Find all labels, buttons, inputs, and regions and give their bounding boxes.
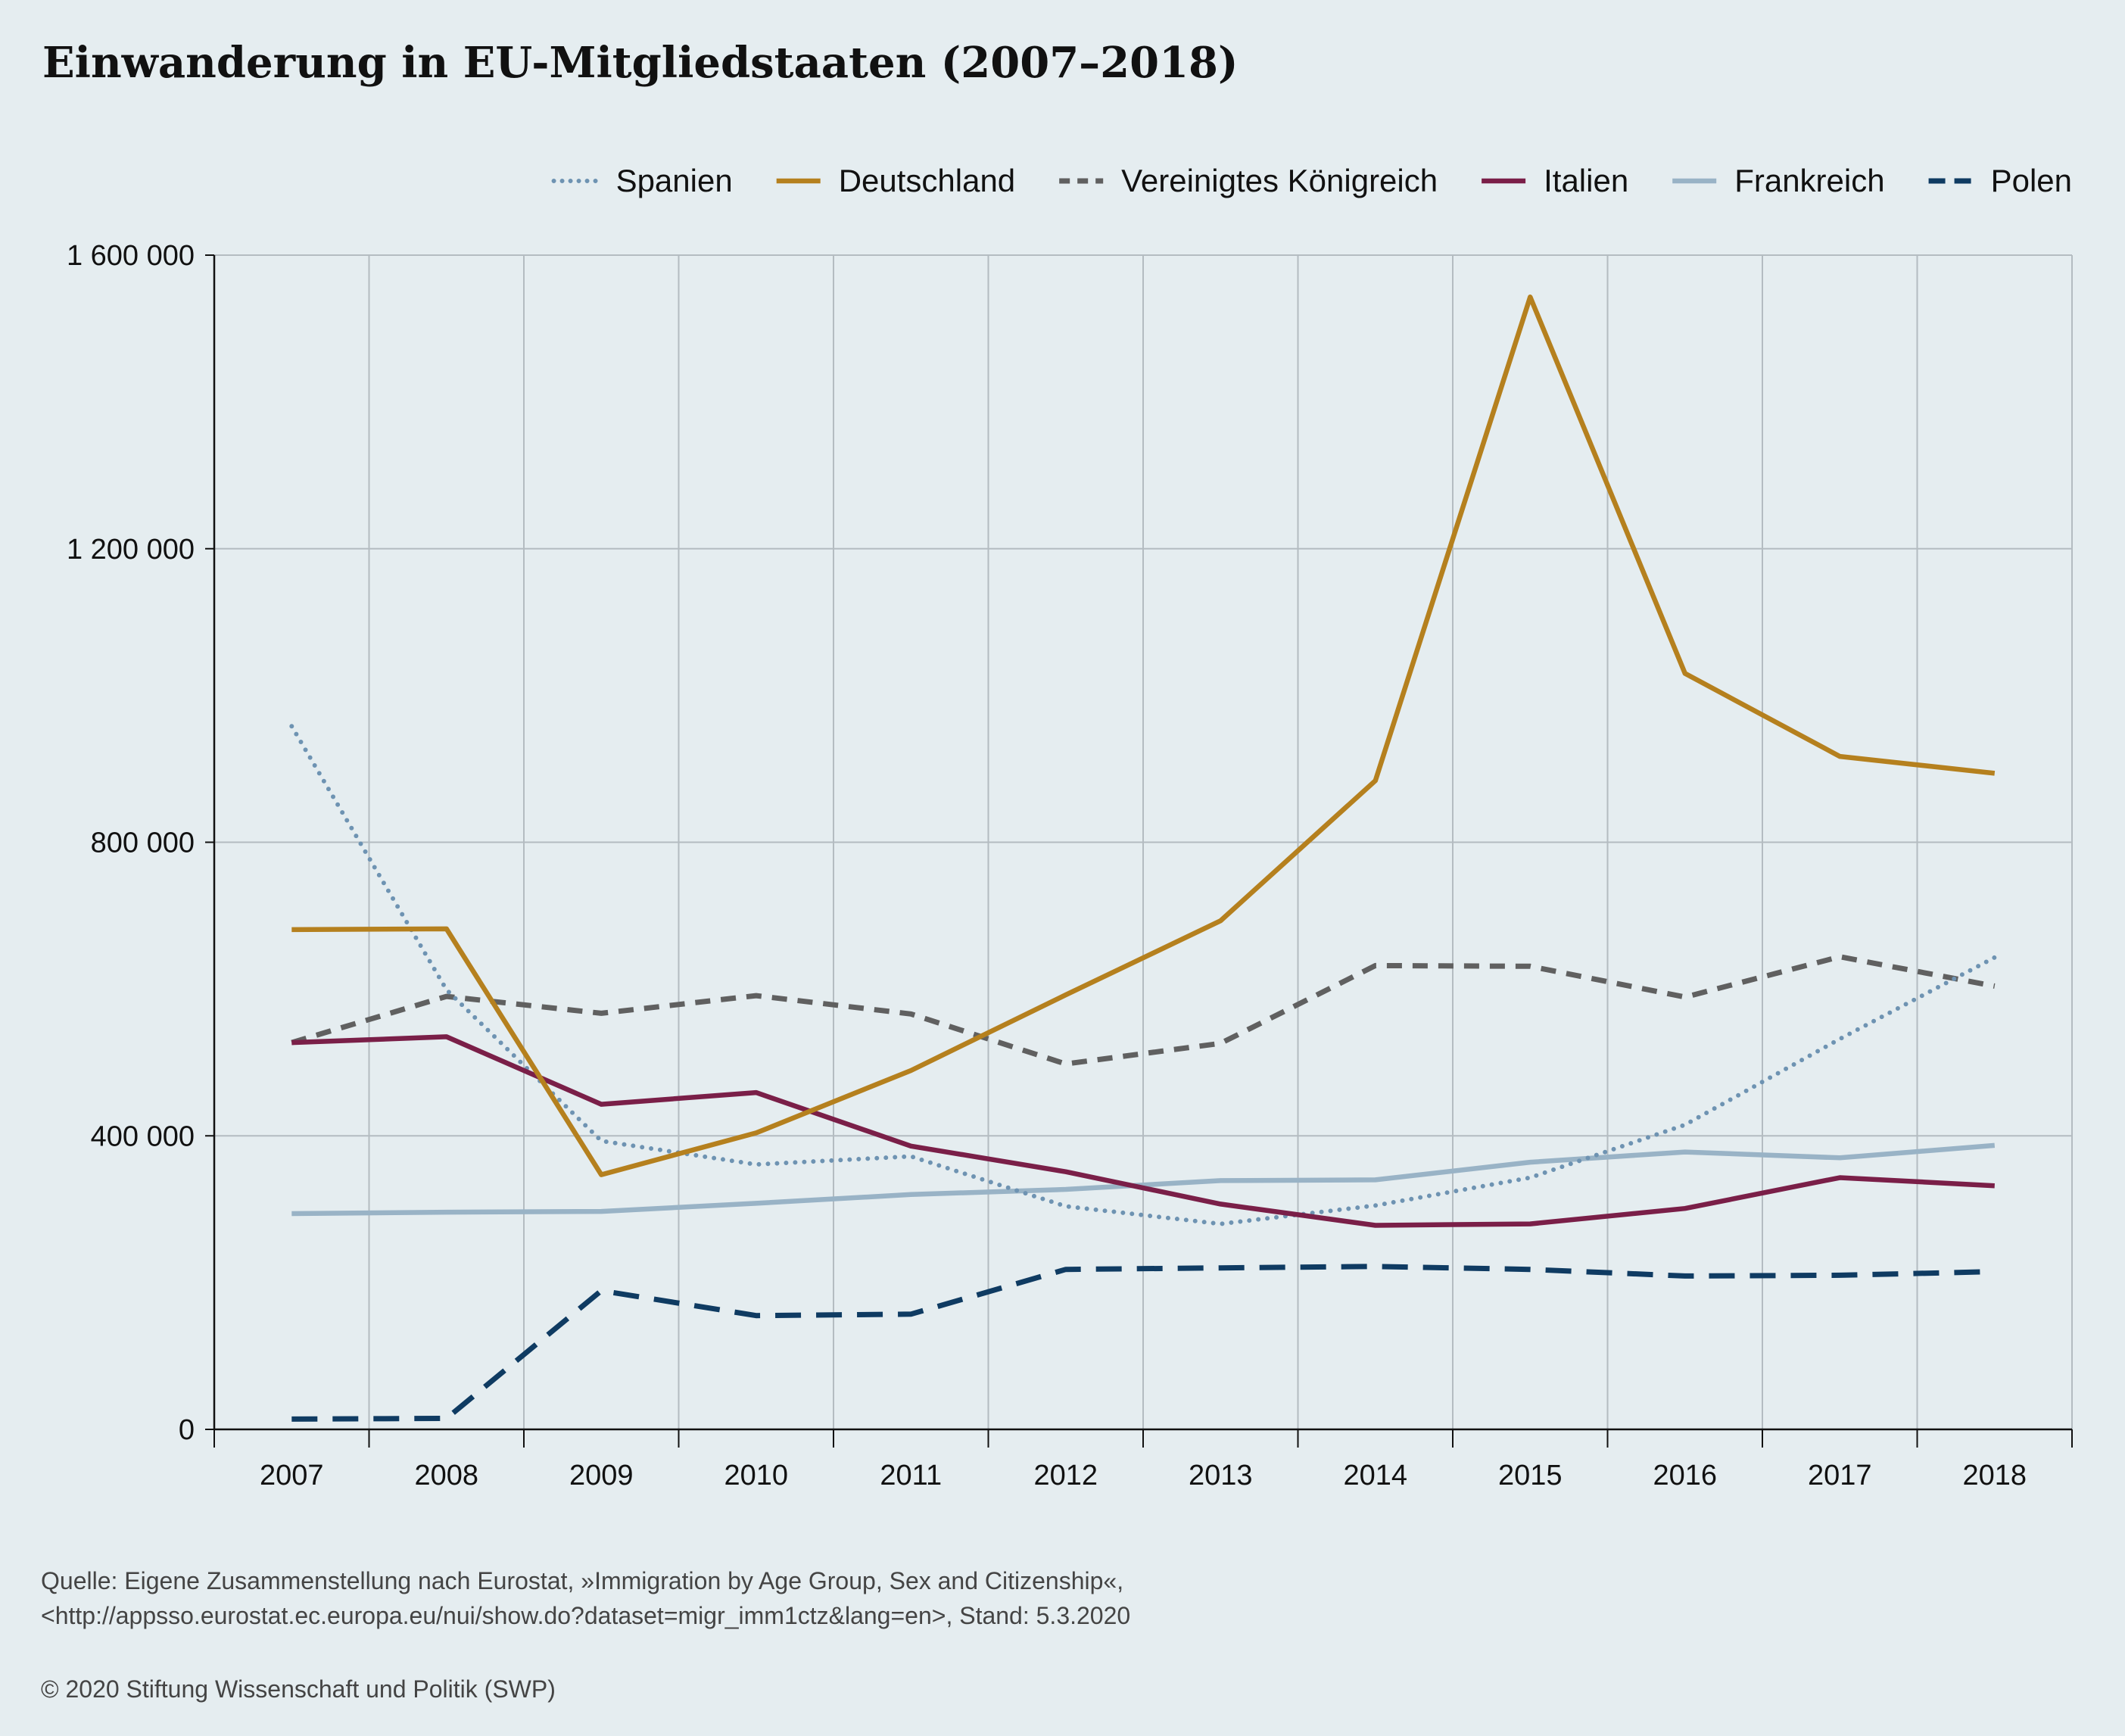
x-tick-label: 2007 [260,1460,324,1491]
y-tick-label: 400 000 [91,1120,195,1152]
y-tick-label: 800 000 [91,827,195,859]
series-line-italien [291,1034,1995,1228]
legend-label: Polen [1991,163,2072,198]
x-tick-label: 2012 [1033,1460,1098,1491]
x-tick-label: 2010 [724,1460,788,1491]
x-tick-label: 2014 [1343,1460,1407,1491]
y-tick-label: 1 600 000 [67,240,195,272]
legend-item-spanien: Spanien [551,163,733,198]
copyright-note: © 2020 Stiftung Wissenschaft und Politik… [41,1675,556,1703]
axes: 0 400 000 800 000 1 200 000 1 600 000 2007 200… [67,240,2073,1491]
x-tick-label: 2015 [1498,1460,1563,1491]
series-line-spanien [289,724,1997,1226]
legend-item-vereinigtes-k-nigreich: Vereinigtes Königreich [1059,163,1438,198]
legend-label: Deutschland [839,163,1015,198]
legend-item-frankreich: Frankreich [1672,163,1885,198]
source-line-1: Quelle: Eigene Zusammenstellung nach Eur… [41,1567,1124,1594]
x-tick-label: 2011 [880,1460,942,1491]
x-tick-label: 2017 [1808,1460,1872,1491]
series-line-polen [291,1264,1995,1422]
y-tick-label: 0 [179,1414,195,1446]
legend-label: Vereinigtes Königreich [1121,163,1438,198]
legend-item-polen: Polen [1928,163,2072,198]
chart-title: Einwanderung in EU-Mitgliedstaaten (2007… [42,38,1239,88]
legend-item-italien: Italien [1482,163,1628,198]
x-tick-label: 2018 [1962,1460,2027,1491]
x-tick-label: 2008 [414,1460,478,1491]
series-line-frankreich [291,1142,1996,1217]
legend-label: Spanien [616,163,733,198]
grid-lines [214,254,2073,1429]
y-tick-label: 1 200 000 [67,534,195,566]
x-tick-label: 2009 [569,1460,634,1491]
x-tick-label: 2013 [1189,1460,1253,1491]
series-line-vereinigtes-k-nigreich [291,954,1996,1067]
series-lines [289,295,1997,1422]
legend: Spanien Deutschland Vereinigtes Königreich… [551,163,2072,198]
x-tick-label: 2016 [1653,1460,1717,1491]
source-line-2: <http://appsso.eurostat.ec.europa.eu/nui… [41,1602,1131,1629]
source-note: Quelle: Eigene Zusammenstellung nach Eur… [41,1563,1130,1633]
legend-label: Frankreich [1734,163,1884,198]
series-line-deutschland [291,295,1996,1177]
legend-label: Italien [1544,163,1628,198]
legend-item-deutschland: Deutschland [776,163,1015,198]
